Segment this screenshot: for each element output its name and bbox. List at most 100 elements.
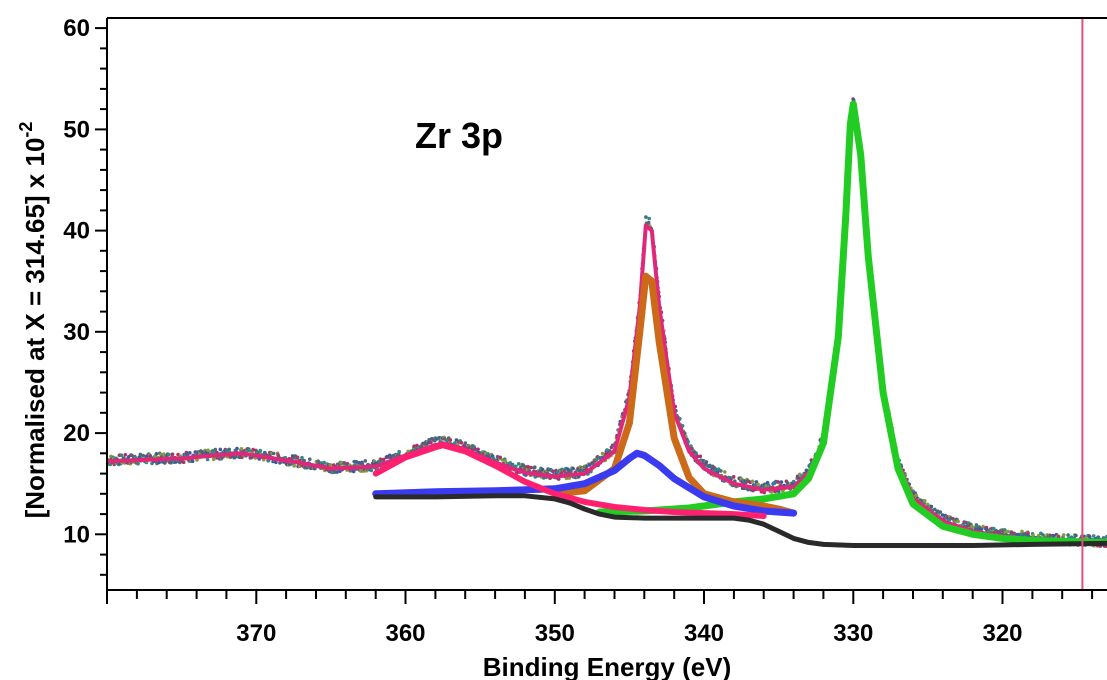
measured-data-point [463,441,468,445]
measured-data-point [644,215,648,219]
measured-data-point [600,451,605,456]
y-axis-title-main: [Normalised at X = 314.65] x 10 [20,138,50,519]
x-tick-label: 350 [535,620,575,647]
series-line-background [373,493,1107,548]
measured-data-point [235,446,239,451]
measured-data-point [141,453,145,458]
measured-data-point [1006,529,1010,534]
measured-data-point [123,453,128,457]
measured-data-point [647,216,651,221]
x-tick-label: 320 [982,620,1022,647]
measured-data-point [938,510,943,514]
measured-data-point [335,470,339,474]
measured-data-point [119,453,124,458]
x-tick-label: 340 [684,620,724,647]
measured-data-point [476,447,480,452]
measured-data-point [415,443,419,448]
measured-data-point [453,441,457,445]
measured-data-point [138,452,143,457]
measured-data-point [227,447,231,452]
measured-data-point [412,444,417,449]
measured-data-point [271,451,276,456]
measured-data-point [503,459,508,464]
measured-data-point [157,460,161,465]
measured-data-point [776,489,781,494]
y-tick-label: 50 [63,116,90,143]
measured-data-point [429,440,433,445]
measured-data-point [181,460,186,465]
measured-data-point [923,499,927,503]
measured-data-point [459,441,464,445]
series-line-satellite-component-357-5-ev [372,442,767,520]
measured-data-point [785,481,790,485]
measured-data-point [381,457,386,462]
x-tick-label: 360 [385,620,425,647]
measured-data-point [136,461,140,466]
measured-data-point [970,524,974,529]
x-tick-label: 330 [833,620,873,647]
measured-data-point [719,469,723,473]
y-tick-label: 30 [63,319,90,346]
measured-data-point [1056,534,1061,539]
y-tick-label: 60 [63,15,90,42]
measured-data-point [369,468,374,473]
measured-data-point [1091,534,1096,538]
measured-data-point [571,466,575,471]
measured-data-point [205,457,210,462]
measured-data-point [308,457,312,462]
measured-data-point [322,460,327,465]
measured-data-point [448,438,453,442]
measured-data-point [1074,533,1078,538]
series-layer [107,97,1107,548]
measured-data-point [154,452,159,456]
x-axis-title: Binding Energy (eV) [483,652,731,680]
measured-data-point [251,447,255,452]
y-axis-title: [Normalised at X = 314.65] x 10-2 [16,122,50,519]
x-tick-label: 370 [236,620,276,647]
measured-data-point [779,480,784,484]
measured-data-point [363,459,368,463]
measured-data-point [1066,533,1070,537]
measured-data-point [328,463,333,467]
measured-data-point [1088,535,1092,539]
measured-data-point [529,465,533,470]
measured-data-point [239,447,244,451]
measured-data-point [698,454,703,459]
measured-data-point [723,470,727,474]
x-ticks: 370 360 350 340 330 320 [106,590,1094,647]
measured-data-point [929,504,934,509]
measured-data-point [170,452,175,457]
measured-data-point [914,493,919,498]
y-ticks: 10 20 30 40 50 60 [63,15,107,576]
measured-data-point [295,455,300,460]
measured-data-point [940,513,945,517]
measured-data-point [188,451,192,455]
measured-data-point [1061,533,1066,537]
measured-data-point [984,525,989,530]
peak-annotation: Zr 3p [415,115,503,156]
measured-data-point [776,480,780,484]
measured-data-point [569,469,573,474]
measured-data-point [498,455,503,460]
measured-data-point [1003,528,1007,532]
series-line-broad-component-344-5-ev [372,449,798,517]
measured-data-point [956,519,960,524]
y-tick-label: 10 [63,521,90,548]
measured-data-point [130,453,134,458]
measured-data-point [551,469,555,474]
measured-data-point [766,483,771,488]
measured-data-point [526,465,530,469]
series-line-zr-3p1-2-component [551,272,798,517]
measured-data-point [351,469,356,474]
measured-data-point [274,460,278,465]
measured-data-point [646,220,651,225]
measured-data-point [292,464,297,468]
measured-data-point [247,448,251,453]
measured-data-point [397,449,402,454]
measured-data-point [233,455,237,460]
measured-data-point [756,482,760,487]
measured-data-point [190,459,195,464]
